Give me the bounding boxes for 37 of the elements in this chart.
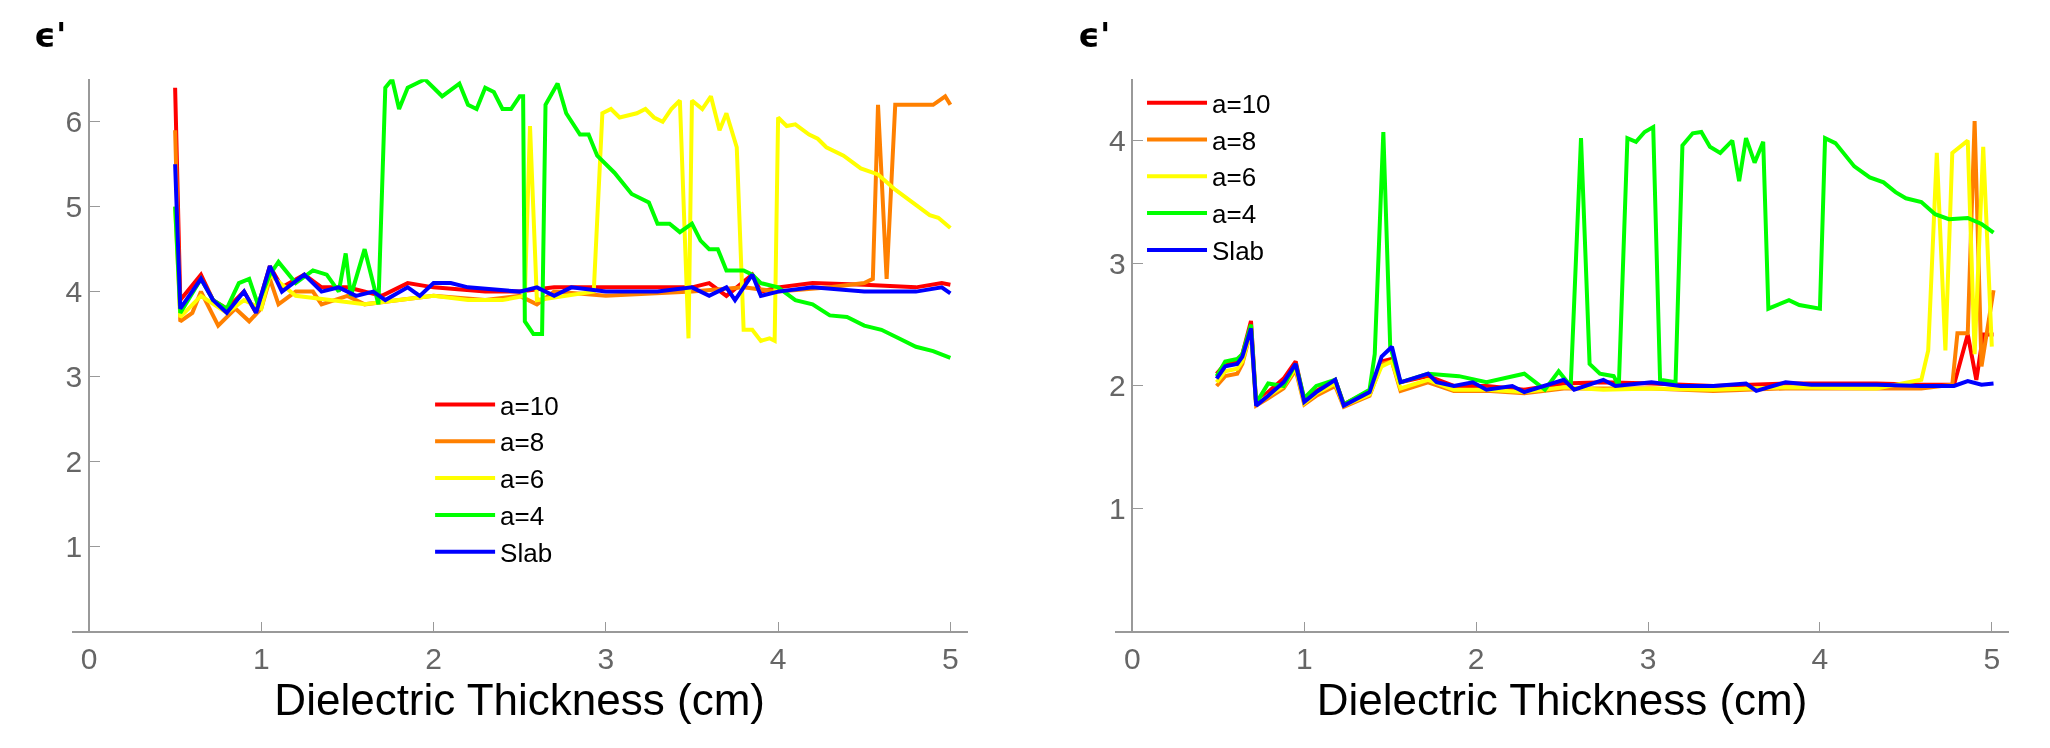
line-series [173,162,953,315]
legend-label: a=6 [1212,162,1257,193]
legend-label: a=10 [500,390,559,421]
y-tick-label: 1 [65,529,83,563]
x-axis-title: Dielectric Thickness (cm) [1316,675,1808,725]
x-tick-label: 0 [80,642,98,676]
x-tick-label: 4 [769,642,787,676]
y-tick-label: 3 [65,360,83,394]
x-axis-title: Dielectric Thickness (cm) [274,675,765,725]
legend-label: a=10 [1212,88,1271,119]
x-tick-label: 4 [1811,642,1829,676]
y-tick-label: 2 [65,444,83,478]
y-axis-title: ϵ' [1078,15,1111,55]
x-tick-label: 2 [425,642,442,676]
y-tick-label: 4 [1108,124,1126,158]
x-tick-label: 1 [252,642,270,676]
x-tick-label: 5 [1983,642,2001,676]
x-tick-label: 0 [1124,642,1141,676]
legend-label: Slab [500,537,553,568]
x-tick-label: 3 [597,642,615,676]
legend-label: a=4 [500,501,545,532]
y-tick-label: 4 [65,275,83,309]
y-tick-label: 3 [1108,246,1126,280]
y-tick-label: 1 [1108,492,1126,526]
x-tick-label: 2 [1467,642,1485,676]
legend-label: a=8 [500,427,545,458]
legend-label: Slab [1212,236,1265,267]
y-tick-label: 2 [1108,369,1126,403]
y-tick-label: 5 [65,190,83,224]
legend-label: a=4 [1212,199,1257,230]
x-tick-label: 3 [1639,642,1657,676]
x-tick-label: 5 [942,642,959,676]
y-axis-title: ϵ' [34,15,67,55]
x-tick-label: 1 [1295,642,1313,676]
legend-label: a=8 [1212,125,1257,156]
legend-label: a=6 [500,464,545,495]
y-tick-label: 6 [65,105,83,139]
